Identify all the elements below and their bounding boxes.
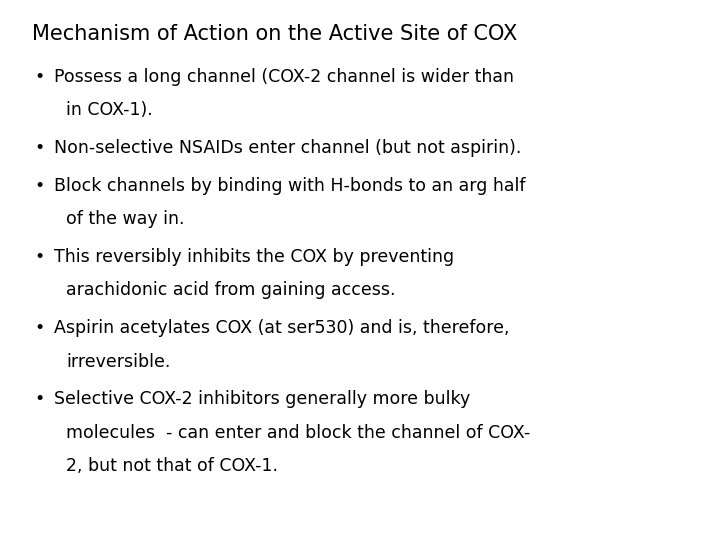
Text: •: • (35, 139, 45, 157)
Text: •: • (35, 177, 45, 194)
Text: This reversibly inhibits the COX by preventing: This reversibly inhibits the COX by prev… (54, 248, 454, 266)
Text: arachidonic acid from gaining access.: arachidonic acid from gaining access. (66, 281, 396, 299)
Text: Mechanism of Action on the Active Site of COX: Mechanism of Action on the Active Site o… (32, 24, 518, 44)
Text: Aspirin acetylates COX (at ser530) and is, therefore,: Aspirin acetylates COX (at ser530) and i… (54, 319, 510, 337)
Text: Possess a long channel (COX-2 channel is wider than: Possess a long channel (COX-2 channel is… (54, 68, 514, 85)
Text: •: • (35, 68, 45, 85)
Text: •: • (35, 319, 45, 337)
Text: Non-selective NSAIDs enter channel (but not aspirin).: Non-selective NSAIDs enter channel (but … (54, 139, 521, 157)
Text: Selective COX-2 inhibitors generally more bulky: Selective COX-2 inhibitors generally mor… (54, 390, 470, 408)
Text: of the way in.: of the way in. (66, 210, 185, 228)
Text: •: • (35, 390, 45, 408)
Text: Block channels by binding with H-bonds to an arg half: Block channels by binding with H-bonds t… (54, 177, 526, 194)
Text: in COX-1).: in COX-1). (66, 101, 153, 119)
Text: 2, but not that of COX-1.: 2, but not that of COX-1. (66, 457, 278, 475)
Text: irreversible.: irreversible. (66, 353, 171, 370)
Text: •: • (35, 248, 45, 266)
Text: molecules  - can enter and block the channel of COX-: molecules - can enter and block the chan… (66, 424, 531, 442)
